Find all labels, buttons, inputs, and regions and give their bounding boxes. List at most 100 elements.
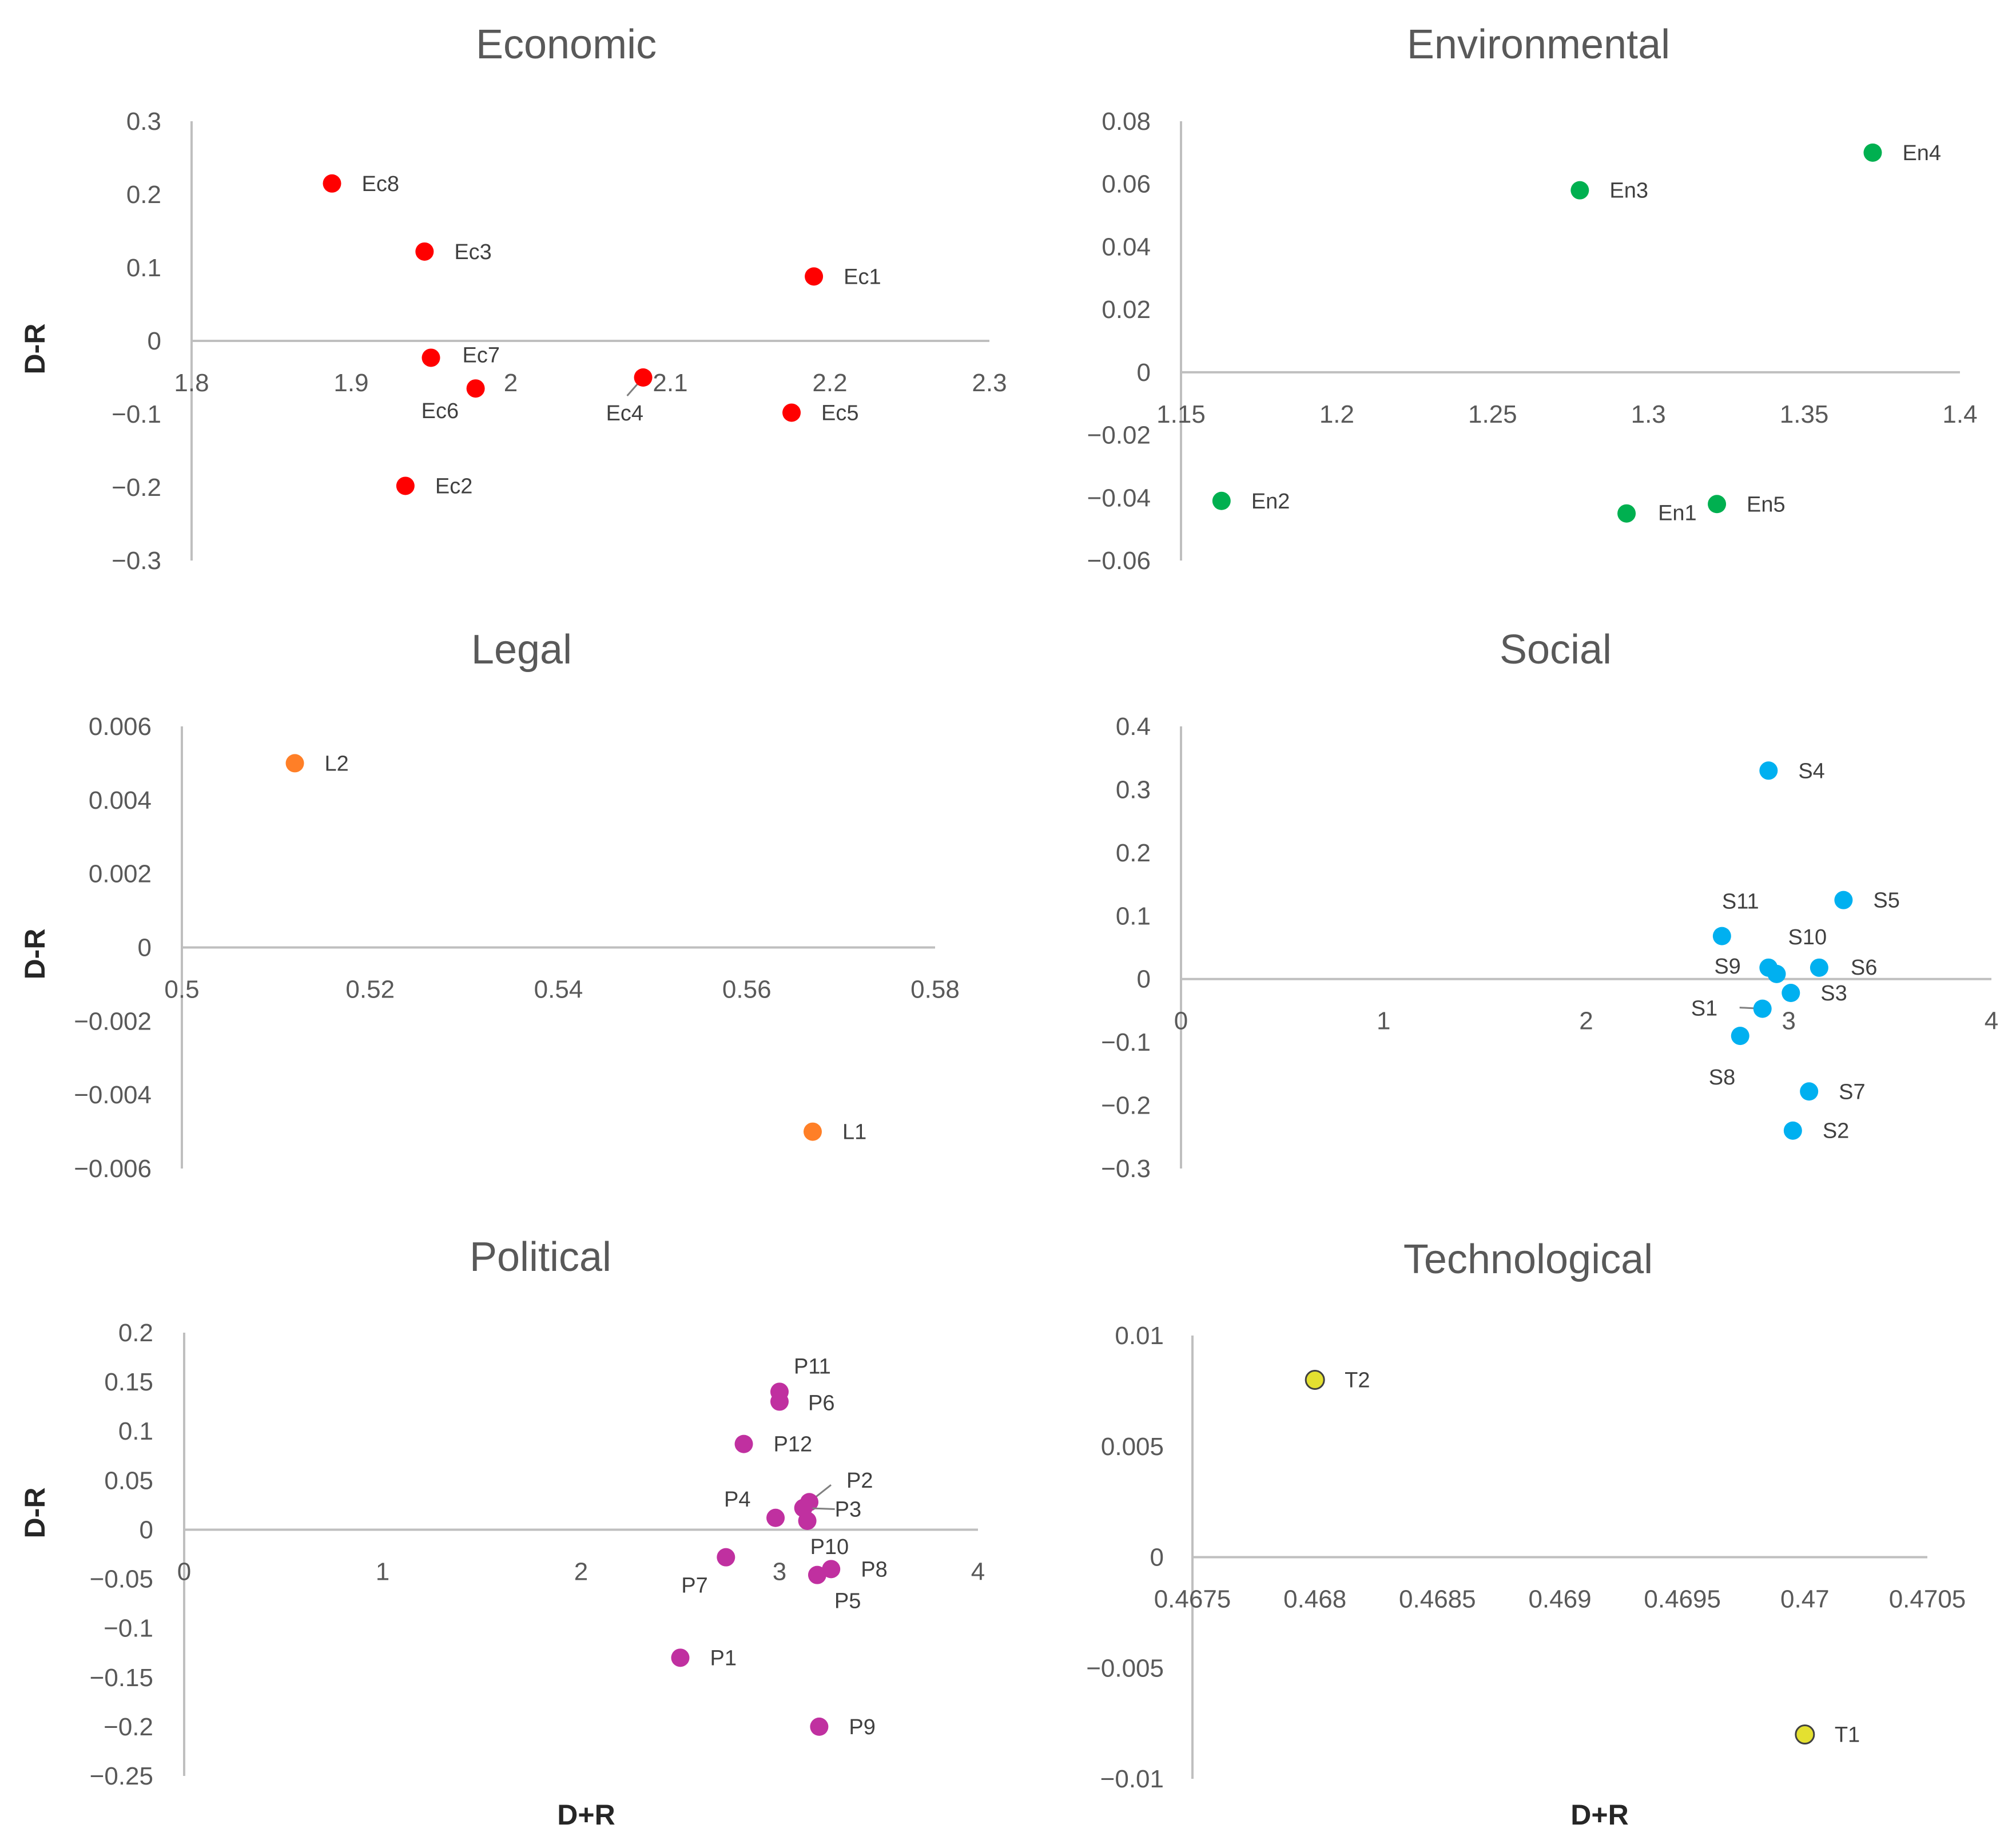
environmental-y-tick: −0.02 (1087, 422, 1151, 450)
social-point-label-s4: S4 (1798, 759, 1824, 783)
legal-y-tick: −0.006 (74, 1155, 152, 1183)
environmental-point-label-en2: En2 (1251, 490, 1290, 514)
legal-y-tick: 0.004 (89, 786, 152, 814)
legal-x-tick: 0.58 (910, 976, 960, 1004)
technological-x-tick: 0.4675 (1154, 1585, 1231, 1614)
technological-x-tick: 0.4705 (1889, 1585, 1966, 1614)
political-y-tick: −0.05 (90, 1565, 153, 1593)
economic-point-ec4 (634, 368, 653, 387)
social-y-tick: −0.2 (1101, 1092, 1151, 1120)
economic-x-tick: 1.9 (333, 369, 368, 397)
political-y-tick: −0.25 (90, 1762, 153, 1790)
economic-x-tick: 2.3 (972, 369, 1007, 397)
environmental-y-tick: 0.06 (1102, 170, 1151, 198)
technological-point-label-t1: T1 (1835, 1723, 1860, 1747)
social-point-s6 (1810, 958, 1828, 977)
political-point-p5 (808, 1565, 826, 1584)
environmental-y-tick: 0 (1137, 359, 1151, 387)
environmental-x-tick: 1.4 (1942, 400, 1977, 428)
technological-x-tick: 0.468 (1283, 1585, 1346, 1614)
social-y-tick: 0.4 (1116, 713, 1151, 741)
y-axis-label-row3: D-R (19, 1488, 51, 1539)
political-point-label-p6: P6 (808, 1392, 834, 1416)
environmental-point-en2 (1212, 491, 1231, 510)
environmental-point-label-en1: En1 (1658, 502, 1697, 526)
political-x-tick: 0 (177, 1557, 191, 1585)
social-point-label-s1: S1 (1691, 997, 1717, 1021)
political-y-tick: 0.15 (104, 1368, 153, 1396)
economic-y-tick: −0.3 (112, 547, 161, 575)
social-point-s8 (1731, 1027, 1749, 1046)
social-point-s2 (1783, 1121, 1802, 1140)
environmental-point-en5 (1708, 495, 1727, 514)
economic-point-ec7 (422, 348, 440, 367)
social-point-label-s11: S11 (1722, 890, 1759, 914)
economic-point-label-ec8: Ec8 (362, 172, 399, 196)
environmental-title: Environmental (1407, 22, 1670, 67)
environmental-y-tick: 0.04 (1102, 233, 1151, 261)
legal-y-tick: −0.004 (74, 1081, 152, 1109)
legal-y-tick: 0.006 (89, 713, 152, 741)
environmental-y-tick: 0.08 (1102, 108, 1151, 136)
environmental-y-tick: 0.02 (1102, 296, 1151, 324)
legal-title: Legal (471, 627, 572, 673)
environmental-point-en4 (1863, 143, 1882, 162)
environmental-x-tick: 1.2 (1319, 400, 1354, 428)
legal-y-tick: 0 (138, 934, 152, 962)
social-title: Social (1500, 627, 1612, 673)
political-y-tick: 0.2 (118, 1319, 153, 1347)
economic-y-tick: −0.2 (112, 474, 161, 502)
social-y-tick: −0.1 (1101, 1028, 1151, 1056)
y-axis-label-row2: D-R (19, 929, 51, 980)
political-x-tick: 1 (376, 1557, 389, 1585)
y-axis-label-row1: D-R (19, 324, 51, 375)
economic-point-label-ec2: Ec2 (435, 474, 472, 498)
technological-y-tick: −0.005 (1086, 1654, 1164, 1682)
environmental-x-tick: 1.3 (1631, 400, 1666, 428)
technological-x-tick: 0.4695 (1644, 1585, 1721, 1614)
political-y-tick: −0.2 (104, 1713, 153, 1741)
political-point-p6 (770, 1392, 789, 1411)
economic-point-ec1 (805, 267, 824, 286)
social-point-label-s9: S9 (1714, 955, 1740, 979)
environmental-x-tick: 1.15 (1156, 400, 1206, 428)
political-point-p4 (766, 1508, 785, 1527)
social-point-s5 (1834, 891, 1853, 909)
economic-y-tick: 0.2 (126, 181, 161, 209)
x-axis-label-right: D+R (1570, 1799, 1628, 1831)
social-y-tick: 0.2 (1116, 839, 1151, 867)
political-point-p7 (717, 1548, 735, 1567)
technological-x-tick: 0.4685 (1399, 1585, 1476, 1614)
social-x-tick: 0 (1174, 1007, 1188, 1035)
environmental-y-tick: −0.06 (1087, 547, 1151, 575)
environmental-point-en3 (1570, 181, 1589, 200)
social-y-tick: 0.1 (1116, 902, 1151, 930)
social-x-tick: 4 (1985, 1007, 1998, 1035)
social-point-s9 (1759, 958, 1778, 977)
social-point-s11 (1712, 927, 1731, 945)
social-y-tick: 0 (1137, 965, 1151, 993)
legal-x-tick: 0.5 (164, 976, 199, 1004)
economic-y-tick: 0.3 (126, 108, 161, 136)
economic-title: Economic (476, 22, 657, 67)
economic-point-ec8 (323, 174, 341, 193)
economic-y-tick: 0.1 (126, 254, 161, 282)
political-point-label-p3: P3 (835, 1498, 861, 1522)
technological-y-tick: 0 (1150, 1544, 1164, 1572)
social-x-tick: 3 (1782, 1007, 1796, 1035)
political-point-p8 (822, 1560, 841, 1579)
political-point-label-p8: P8 (861, 1557, 887, 1581)
legal-point-l2 (285, 754, 304, 773)
political-x-tick: 2 (574, 1557, 588, 1585)
legal-point-l1 (803, 1122, 822, 1141)
legal-y-tick: 0.002 (89, 860, 152, 888)
legal-point-label-l2: L2 (325, 752, 349, 776)
environmental-point-en1 (1617, 504, 1636, 523)
economic-point-ec5 (782, 403, 801, 422)
legal-x-tick: 0.52 (345, 976, 395, 1004)
social-point-s4 (1759, 761, 1778, 780)
economic-y-tick: 0 (148, 327, 161, 355)
economic-point-label-ec3: Ec3 (454, 240, 491, 264)
technological-point-label-t2: T2 (1345, 1369, 1370, 1393)
